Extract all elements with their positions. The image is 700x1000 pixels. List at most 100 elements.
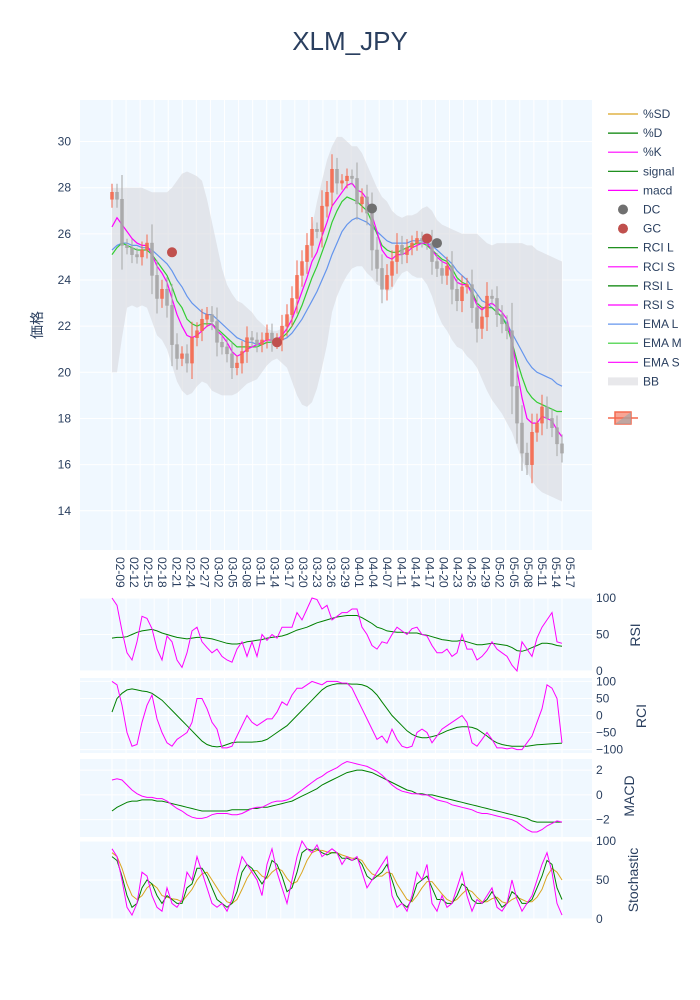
y-tick-label: 2 [596,763,603,777]
legend-dc-swatch [618,204,628,215]
macd-lines [111,760,563,833]
legend-dc-label: DC [643,203,661,217]
x-tick-label: 03-20 [296,557,310,588]
candle-body [375,249,379,269]
candle-body [220,342,224,348]
dc-marker [432,238,442,249]
legend-pct-d-label: %D [643,126,663,140]
candle-body [265,332,269,341]
stochastic-y-axis-title: Stochastic [625,848,641,913]
stochastic-grid [80,840,592,920]
gc-marker [422,233,432,244]
candle-body [215,321,219,343]
candle-body [385,275,389,290]
candle-body [470,284,474,308]
x-tick-label: 04-14 [408,557,422,588]
y-tick-label: 50 [596,873,610,887]
legend-rsi-s-label: RSI S [643,298,674,312]
x-tick-label: 03-29 [338,557,352,588]
candle-body [285,314,289,327]
candle-body [195,330,199,338]
candle-body [500,314,504,325]
rci-l-line [111,683,563,748]
candle-body [175,344,179,359]
candle-body [360,196,364,205]
candle-body [555,427,559,445]
candle-body [280,325,284,341]
x-tick-label: 05-02 [493,557,507,588]
y-tick-label: 0 [596,912,603,926]
candle-body [440,268,444,276]
candle-body [400,245,404,255]
legend-signal-label: signal [643,164,674,178]
candle-body [205,314,209,320]
dc-marker [367,203,377,214]
y-tick-label: −100 [596,743,623,757]
rsi-y-tick-labels: 0 50 100 [596,591,616,678]
x-tick-label: 04-23 [451,557,465,588]
y-tick-label: −2 [596,813,610,827]
legend[interactable]: %SD %D %K signal macd DC GC RCI L RCI S RSI L RSI … [608,107,682,425]
candle-body [140,249,144,258]
legend-rsi-l-label: RSI L [643,279,673,293]
candle-body [185,353,189,364]
candle-body [230,353,234,368]
x-tick-label: 05-05 [507,557,521,588]
y-tick-label: 0 [596,709,603,723]
x-tick-label: 02-18 [155,557,169,588]
x-tick-label: 05-08 [521,557,535,588]
rci-y-axis-title: RCI [633,704,649,728]
candle-body [170,305,174,345]
candle-body [545,406,549,419]
x-tick-label: 04-20 [436,557,450,588]
candle-body [550,418,554,428]
rsi-grid [80,597,592,672]
candle-body [535,422,539,433]
candle-body [460,286,464,302]
rsi-y-axis-title: RSI [627,623,643,646]
candle-body [260,339,264,345]
x-tick-label: 02-12 [127,557,141,588]
x-tick-label: 04-11 [394,557,408,587]
x-tick-label: 03-17 [282,557,296,588]
macd-y-tick-labels: −2 0 2 [596,763,610,827]
x-tick-label: 04-17 [422,557,436,588]
k-line [111,839,563,917]
candle-body [310,228,314,246]
x-tick-label: 02-21 [169,557,183,588]
legend-rci-l-label: RCI L [643,241,674,255]
x-tick-label: 03-05 [226,557,240,588]
legend-candle-decreasing [615,412,631,424]
y-tick-label: 22 [58,319,72,333]
legend-gc-swatch [618,223,628,234]
candle-body [455,288,459,302]
y-tick-label: 100 [596,591,616,605]
candle-body [225,346,229,355]
candle-body [560,443,564,454]
candle-body [150,242,154,276]
rci-s-line [111,680,563,751]
candle-body [475,307,479,329]
chart-title: XLM_JPY [292,26,408,56]
candle-body [250,337,254,341]
candle-body [370,212,374,251]
x-tick-label: 03-26 [324,557,338,588]
y-tick-label: 24 [58,273,72,287]
candle-body [190,337,194,364]
y-tick-label: 26 [58,227,72,241]
legend-rci-s-label: RCI S [643,260,675,274]
candle-body [125,245,129,248]
y-tick-label: 16 [58,458,72,472]
candle-body [325,192,329,207]
y-tick-label: 0 [596,788,603,802]
candle-body [525,452,529,465]
candle-body [335,168,339,184]
macd-panel: −2 0 2 MACD [80,759,637,837]
candle-body [405,247,409,255]
candle-body [180,353,184,359]
y-tick-label: 30 [58,135,72,149]
candle-body [160,288,164,299]
candle-body [415,238,419,244]
candle-body [130,247,134,255]
